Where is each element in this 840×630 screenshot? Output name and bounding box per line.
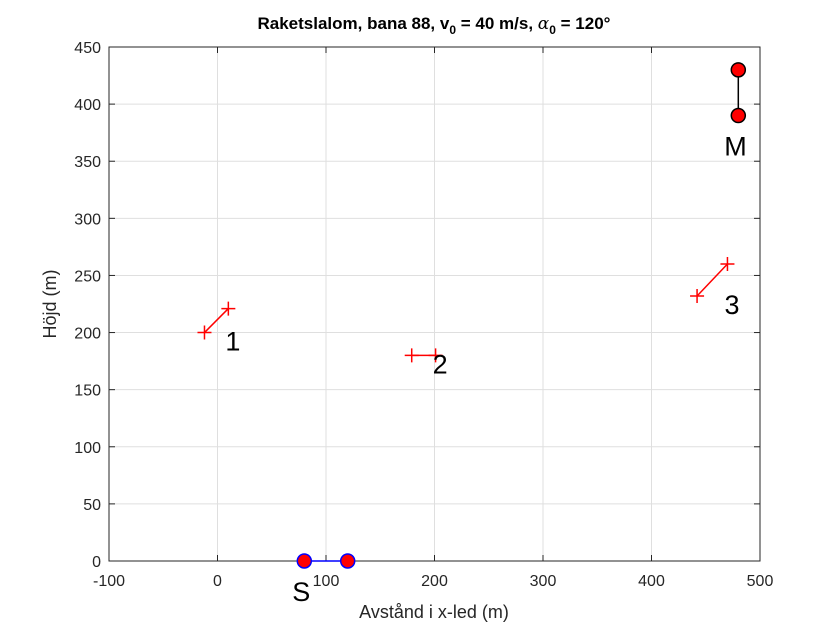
y-tick-label: 200 xyxy=(74,326,101,343)
start-marker xyxy=(296,553,313,569)
gate-1-line xyxy=(203,308,229,334)
gate-2-label: 2 xyxy=(433,349,448,379)
y-tick-label: 450 xyxy=(74,40,101,57)
y-tick-label: 300 xyxy=(74,211,101,228)
gate-3-line xyxy=(696,263,728,297)
start-marker xyxy=(339,553,356,569)
goal-marker xyxy=(730,62,747,78)
title-alpha: α xyxy=(538,14,550,34)
y-tick-label: 50 xyxy=(83,497,101,514)
start-label: S xyxy=(292,577,310,607)
gate-2-marker xyxy=(428,348,443,363)
data-series: 1 2 3 S M xyxy=(197,62,747,607)
y-tick-label: 0 xyxy=(92,554,101,571)
y-tick-label: 100 xyxy=(74,440,101,457)
goal-label: M xyxy=(724,132,747,162)
x-tick-label: 100 xyxy=(313,573,340,590)
goal-marker xyxy=(730,107,747,124)
y-axis-label: Höjd (m) xyxy=(40,269,60,338)
chart-title: Raketslalom, bana 88, v0 = 40 m/s, α0 = … xyxy=(258,14,611,37)
x-axis-label: Avstånd i x-led (m) xyxy=(359,602,509,622)
gate-3-label: 3 xyxy=(724,290,739,320)
x-tick-label: 500 xyxy=(747,573,774,590)
gate-3-marker xyxy=(690,289,705,304)
title-alpha-subscript: 0 xyxy=(549,23,556,37)
title-v-subscript: 0 xyxy=(449,23,456,37)
gate-2-marker xyxy=(404,348,419,363)
y-tick-label: 350 xyxy=(74,154,101,171)
gate-1-marker xyxy=(221,301,236,316)
x-tick-label: 0 xyxy=(213,573,222,590)
x-tick-label: -100 xyxy=(93,573,125,590)
axis-ticks: -100 0 100 200 300 400 500 0 50 100 150 200 250 300 35… xyxy=(74,40,773,590)
gate-3-marker xyxy=(720,257,735,272)
y-tick-label: 150 xyxy=(74,383,101,400)
title-end: = 120° xyxy=(556,14,611,33)
x-tick-label: 200 xyxy=(421,573,448,590)
y-tick-label: 250 xyxy=(74,268,101,285)
y-tick-label: 400 xyxy=(74,97,101,114)
gate-1-marker xyxy=(197,325,212,340)
title-main: Raketslalom, bana 88, v xyxy=(258,14,450,33)
gate-1-label: 1 xyxy=(225,327,240,357)
title-middle: = 40 m/s, xyxy=(456,14,538,33)
x-tick-label: 400 xyxy=(638,573,665,590)
x-tick-label: 300 xyxy=(530,573,557,590)
